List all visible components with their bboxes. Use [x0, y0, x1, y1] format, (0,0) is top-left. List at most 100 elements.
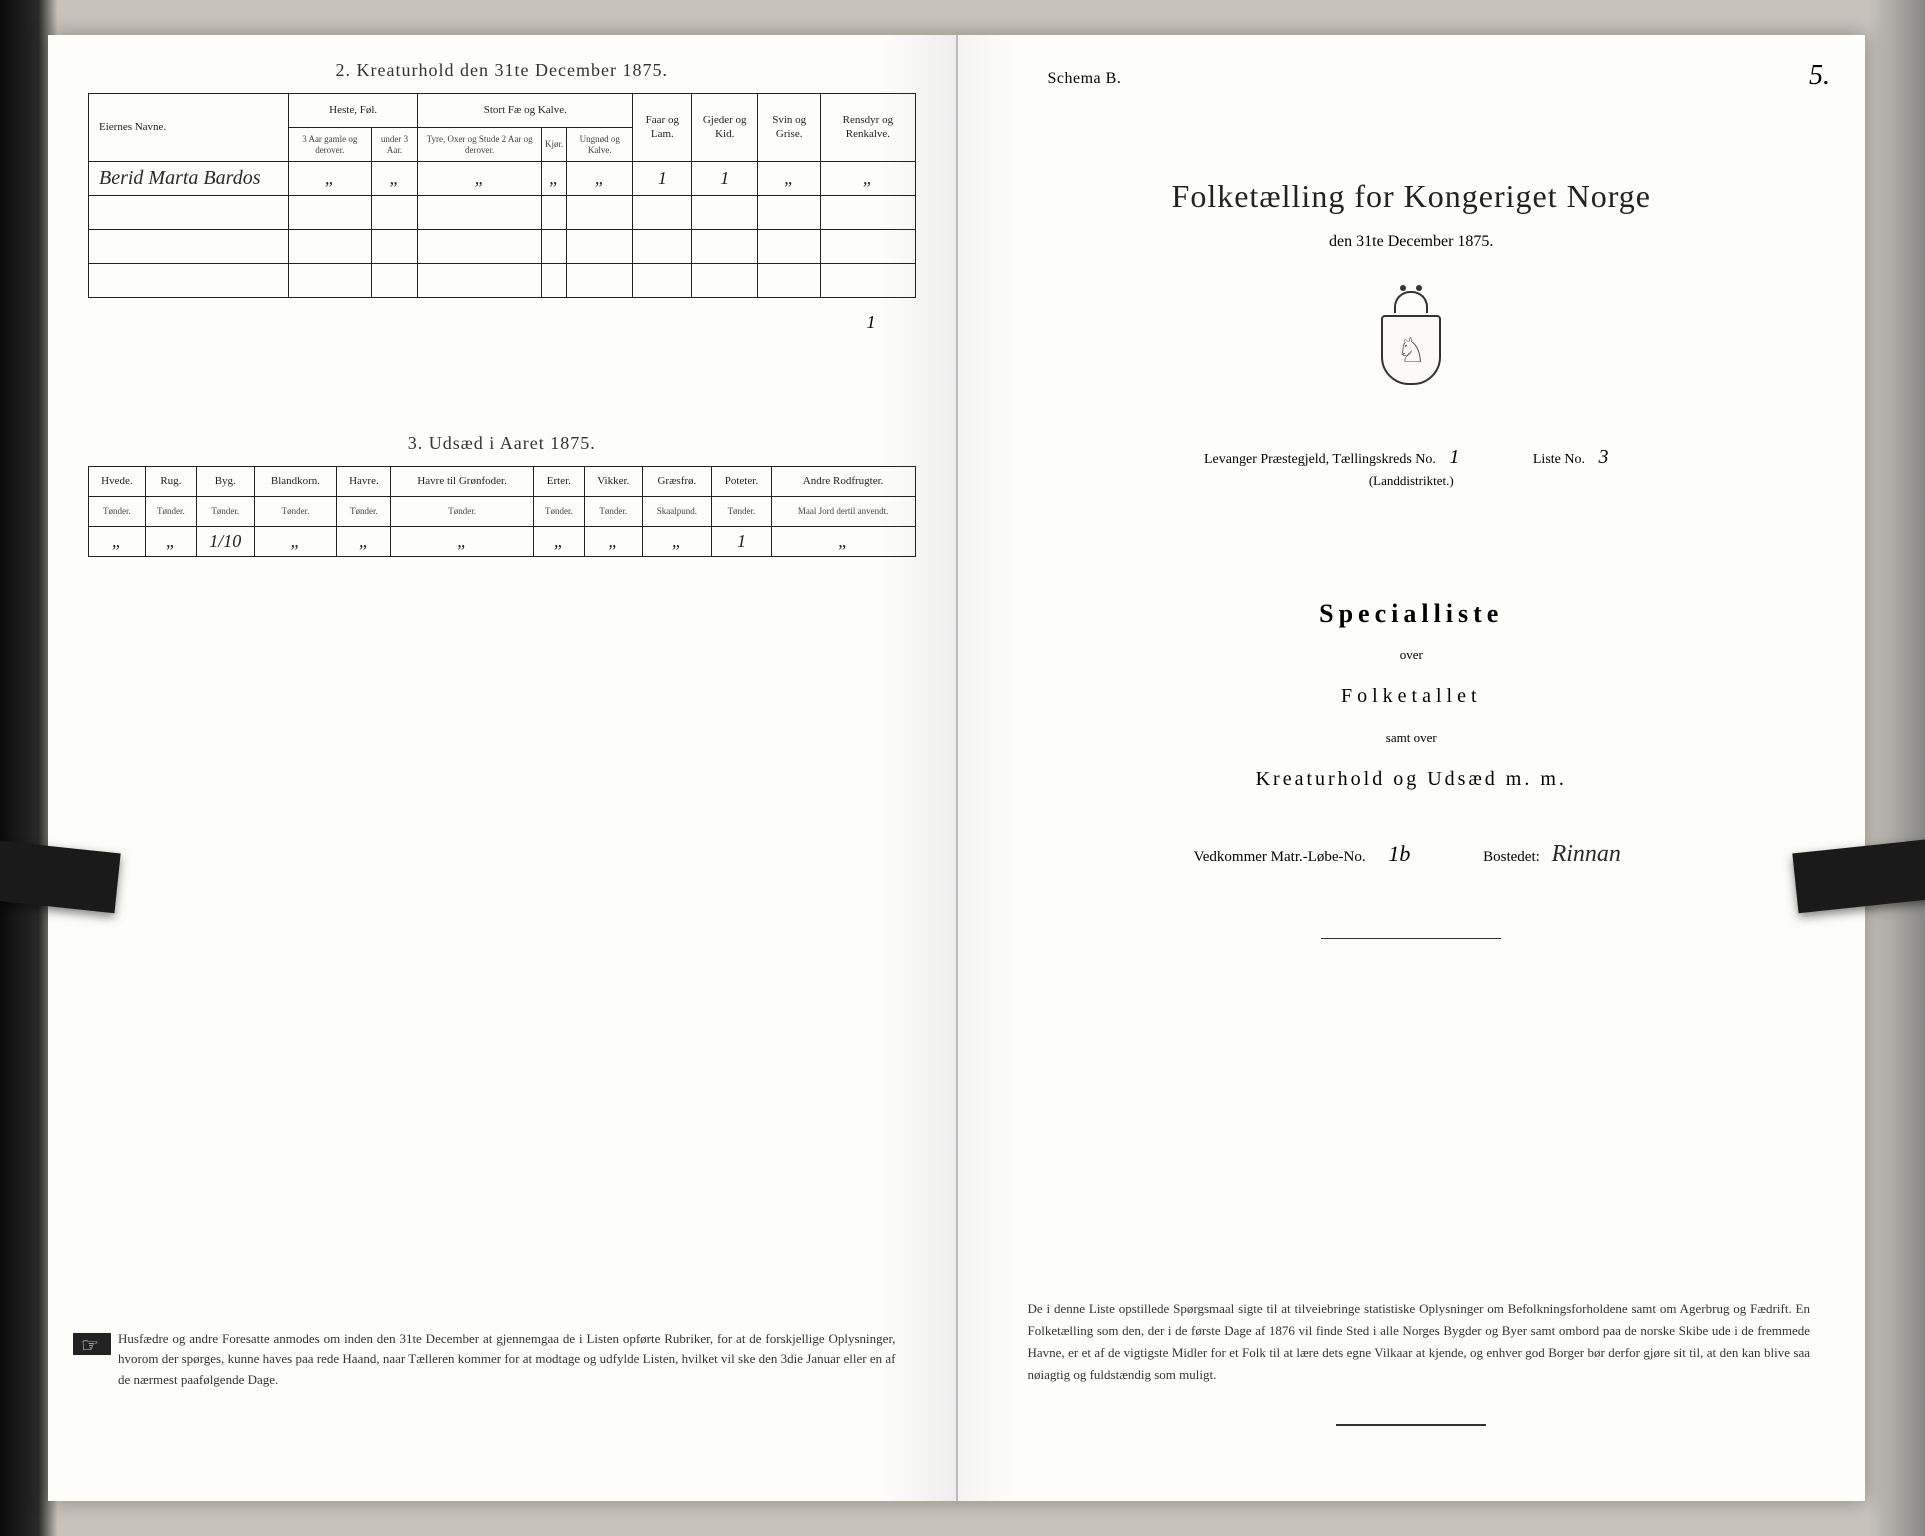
specialliste-heading: Specialliste — [998, 599, 1826, 629]
unit: Tønder. — [89, 497, 146, 527]
unit: Tønder. — [533, 497, 584, 527]
col: Hvede. — [89, 467, 146, 497]
matr-no: 1b — [1369, 841, 1429, 867]
schema-label: Schema B. — [1048, 70, 1826, 88]
cell: „ — [391, 527, 533, 557]
bottom-divider — [1336, 1424, 1486, 1426]
property-line: Vedkommer Matr.-Løbe-No. 1b Bostedet: Ri… — [998, 841, 1826, 868]
district-no: 1 — [1439, 441, 1469, 473]
col: Poteter. — [712, 467, 771, 497]
col-cattle-a: Tyre, Oxer og Stude 2 Aar og derover. — [418, 128, 542, 162]
table-row: Berid Marta Bardos „ „ „ „ „ 1 1 „ „ — [89, 162, 916, 196]
folketallet-heading: Folketallet — [998, 685, 1826, 708]
coat-of-arms-icon: ♘ — [1371, 291, 1451, 391]
cell: 1/10 — [196, 527, 254, 557]
cell: „ — [289, 162, 372, 196]
col: Havre. — [337, 467, 391, 497]
col-goat: Gjeder og Kid. — [692, 94, 758, 162]
cell: „ — [642, 527, 712, 557]
right-page: 5. Schema B. Folketælling for Kongeriget… — [958, 35, 1866, 1501]
liste-label: Liste No. — [1533, 452, 1585, 467]
cell: „ — [254, 527, 337, 557]
parish-line: Levanger Præstegjeld, Tællingskreds No. … — [998, 441, 1826, 473]
book-clip-left — [0, 837, 121, 913]
cell: „ — [145, 527, 196, 557]
colgroup-cattle: Stort Fæ og Kalve. — [418, 94, 633, 128]
cell: „ — [821, 162, 915, 196]
stray-mark: 1 — [88, 312, 876, 333]
col-owner: Eiernes Navne. — [89, 94, 289, 162]
census-title: Folketælling for Kongeriget Norge — [998, 178, 1826, 215]
unit: Tønder. — [712, 497, 771, 527]
crown-icon — [1394, 291, 1428, 313]
unit: Skaalpund. — [642, 497, 712, 527]
cell: 1 — [633, 162, 692, 196]
cell: 1 — [692, 162, 758, 196]
col: Andre Rodfrugter. — [771, 467, 915, 497]
unit: Tønder. — [391, 497, 533, 527]
col-horse-b: under 3 Aar. — [371, 128, 418, 162]
over-label: over — [998, 647, 1826, 663]
owner-name: Berid Marta Bardos — [89, 162, 289, 196]
cell: 1 — [712, 527, 771, 557]
left-page: 2. Kreaturhold den 31te December 1875. E… — [48, 35, 958, 1501]
cell: „ — [337, 527, 391, 557]
col-pig: Svin og Grise. — [758, 94, 821, 162]
table-row — [89, 196, 916, 230]
unit: Tønder. — [584, 497, 642, 527]
col: Blandkorn. — [254, 467, 337, 497]
parish-label: Levanger Præstegjeld, Tællingskreds No. — [1204, 452, 1436, 467]
unit: Tønder. — [145, 497, 196, 527]
col-horse-a: 3 Aar gamle og derover. — [289, 128, 372, 162]
table-row — [89, 230, 916, 264]
cell: „ — [89, 527, 146, 557]
unit: Tønder. — [196, 497, 254, 527]
cell: „ — [567, 162, 633, 196]
table-row: „ „ 1/10 „ „ „ „ „ „ 1 „ — [89, 527, 916, 557]
col-cattle-c: Ungnød og Kalve. — [567, 128, 633, 162]
samt-label: samt over — [998, 730, 1826, 746]
book-spread: 2. Kreaturhold den 31te December 1875. E… — [48, 35, 1865, 1501]
table-row — [89, 264, 916, 298]
section3-title: 3. Udsæd i Aaret 1875. — [88, 433, 916, 454]
cell: „ — [584, 527, 642, 557]
section2-title: 2. Kreaturhold den 31te December 1875. — [88, 60, 916, 81]
section3: 3. Udsæd i Aaret 1875. Hvede. Rug. Byg. … — [88, 433, 916, 557]
col-cattle-b: Kjør. — [541, 128, 566, 162]
pointing-hand-icon — [73, 1333, 111, 1355]
livestock-table: Eiernes Navne. Heste, Føl. Stort Fæ og K… — [88, 93, 916, 298]
liste-no: 3 — [1588, 441, 1618, 473]
page-number: 5. — [1809, 60, 1830, 92]
subheader-row: Tønder. Tønder. Tønder. Tønder. Tønder. … — [89, 497, 916, 527]
cell: „ — [533, 527, 584, 557]
bosted-value: Rinnan — [1544, 841, 1629, 868]
footnote-text: Husfædre og andre Foresatte anmodes om i… — [118, 1331, 896, 1388]
cell: „ — [541, 162, 566, 196]
seed-table: Hvede. Rug. Byg. Blandkorn. Havre. Havre… — [88, 466, 916, 557]
header-row: Hvede. Rug. Byg. Blandkorn. Havre. Havre… — [89, 467, 916, 497]
census-date: den 31te December 1875. — [998, 233, 1826, 251]
parish-sub: (Landdistriktet.) — [998, 473, 1826, 489]
right-bottom-paragraph: De i denne Liste opstillede Spørgsmaal s… — [1028, 1298, 1811, 1386]
col: Vikker. — [584, 467, 642, 497]
col: Erter. — [533, 467, 584, 497]
unit: Maal Jord dertil anvendt. — [771, 497, 915, 527]
cell: „ — [758, 162, 821, 196]
col: Rug. — [145, 467, 196, 497]
cell: „ — [771, 527, 915, 557]
col: Byg. — [196, 467, 254, 497]
bosted-label: Bostedet: — [1483, 849, 1540, 865]
col: Græsfrø. — [642, 467, 712, 497]
col-sheep: Faar og Lam. — [633, 94, 692, 162]
divider-rule — [1321, 938, 1501, 939]
cell: „ — [418, 162, 542, 196]
cell: „ — [371, 162, 418, 196]
colgroup-horse: Heste, Føl. — [289, 94, 418, 128]
col: Havre til Grønfoder. — [391, 467, 533, 497]
unit: Tønder. — [337, 497, 391, 527]
matr-label: Vedkommer Matr.-Løbe-No. — [1194, 849, 1366, 865]
lion-icon: ♘ — [1396, 331, 1426, 371]
unit: Tønder. — [254, 497, 337, 527]
left-footnote: Husfædre og andre Foresatte anmodes om i… — [118, 1329, 896, 1391]
kreatur-heading: Kreaturhold og Udsæd m. m. — [998, 768, 1826, 791]
